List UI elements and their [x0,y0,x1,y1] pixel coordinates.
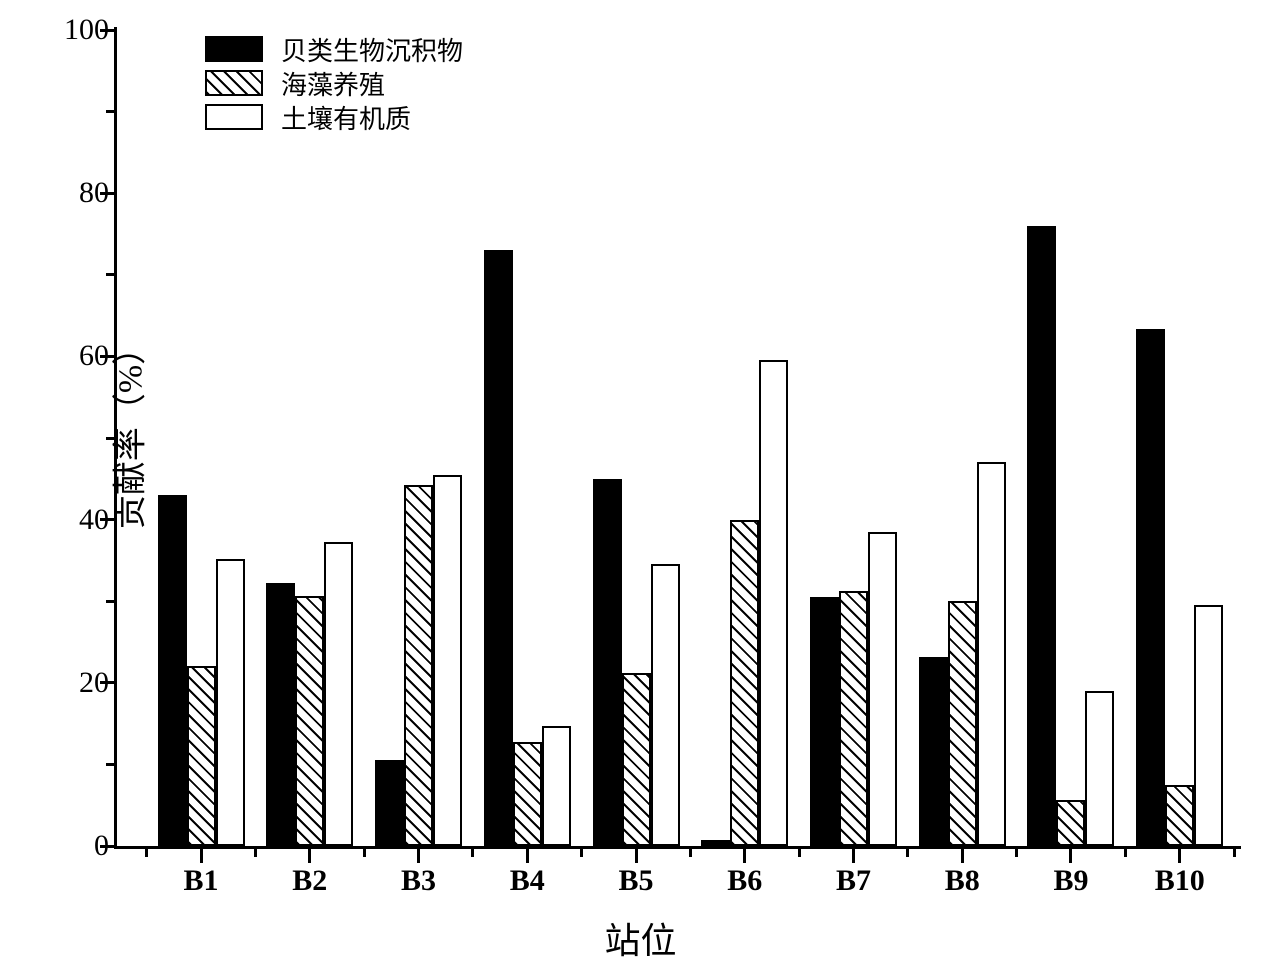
y-tick-label: 60 [49,341,109,371]
bar-s1 [484,250,513,846]
x-tick-label: B7 [813,866,893,896]
legend-label: 海藻养殖 [281,65,385,102]
x-tick-label: B2 [270,866,350,896]
legend-item: 土壤有机质 [205,100,463,134]
bar-s1 [1027,226,1056,846]
x-tick-major [200,849,203,863]
bar-s2 [622,673,651,846]
y-tick [106,273,114,276]
x-tick-label: B3 [379,866,459,896]
bar-s3 [1085,691,1114,846]
y-tick-label: 100 [49,15,109,45]
bar-s2 [1165,785,1194,846]
x-tick-minor [689,849,692,857]
x-tick-minor [906,849,909,857]
bar-s3 [433,475,462,846]
bar-s1 [593,479,622,846]
legend-swatch-open [205,104,263,130]
x-tick-major [526,849,529,863]
x-tick-major [1178,849,1181,863]
x-tick-label: B10 [1140,866,1220,896]
bar-s2 [730,520,759,846]
bar-s3 [759,360,788,846]
bar-s1 [375,760,404,846]
x-tick-minor [580,849,583,857]
x-tick-label: B9 [1031,866,1111,896]
x-tick-major [961,849,964,863]
bar-s1 [158,495,187,846]
x-tick-minor [798,849,801,857]
bar-s2 [1056,800,1085,847]
x-tick-label: B6 [705,866,785,896]
bar-s2 [948,601,977,846]
x-tick-minor [145,849,148,857]
x-tick-minor [1124,849,1127,857]
x-tick-label: B5 [596,866,676,896]
y-tick-label: 20 [49,668,109,698]
x-tick-minor [1233,849,1236,857]
x-tick-minor [363,849,366,857]
bar-s2 [187,666,216,846]
x-tick-major [852,849,855,863]
bar-s3 [651,564,680,846]
x-tick-major [308,849,311,863]
y-tick [106,600,114,603]
x-tick-label: B8 [922,866,1002,896]
bar-s2 [839,591,868,846]
legend-swatch-solid [205,36,263,62]
bar-s1 [266,583,295,846]
y-tick-label: 40 [49,505,109,535]
bar-s3 [868,532,897,846]
x-tick-label: B1 [161,866,241,896]
x-tick-major [417,849,420,863]
bar-s1 [1136,329,1165,846]
legend-item: 海藻养殖 [205,66,463,100]
x-tick-minor [471,849,474,857]
y-tick-label: 0 [49,831,109,861]
y-tick-label: 80 [49,178,109,208]
bar-s2 [404,485,433,846]
y-tick [106,763,114,766]
x-axis-label: 站位 [0,912,1281,964]
legend-label: 土壤有机质 [281,99,411,136]
bar-s3 [1194,605,1223,846]
y-axis-label: 贡献率（%） [103,331,152,529]
bar-s3 [216,559,245,846]
bar-s2 [513,742,542,846]
bar-s3 [324,542,353,846]
plot-area [117,30,1238,846]
bar-s2 [295,596,324,847]
x-tick-major [635,849,638,863]
x-tick-minor [254,849,257,857]
legend: 贝类生物沉积物 海藻养殖 土壤有机质 [205,32,463,134]
legend-item: 贝类生物沉积物 [205,32,463,66]
x-tick-major [1069,849,1072,863]
x-tick-label: B4 [487,866,567,896]
bar-s1 [919,657,948,846]
y-tick [106,110,114,113]
bar-s3 [977,462,1006,846]
bar-s1 [810,597,839,846]
legend-label: 贝类生物沉积物 [281,31,463,68]
x-tick-major [743,849,746,863]
x-tick-minor [1015,849,1018,857]
bar-s3 [542,726,571,846]
legend-swatch-hatch [205,70,263,96]
